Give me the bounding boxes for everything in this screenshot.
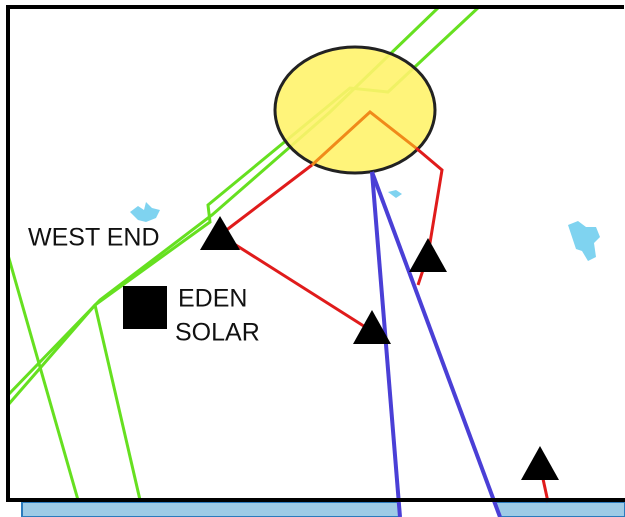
- label-eden: EDEN: [178, 285, 247, 313]
- callout-edge: [370, 171, 402, 517]
- substation: [200, 216, 240, 250]
- substation: [353, 310, 391, 344]
- label-solar: SOLAR: [175, 319, 260, 347]
- label-west-end: WEST END: [28, 224, 160, 252]
- substation: [521, 446, 559, 480]
- substation: [409, 238, 447, 272]
- water: [130, 202, 160, 222]
- orange-line: [310, 110, 417, 167]
- water: [568, 221, 600, 261]
- water: [388, 190, 402, 198]
- highlight-ellipse: [273, 45, 437, 175]
- green-line: [6, 254, 80, 501]
- bottom-strip: [21, 501, 625, 517]
- substations: [200, 216, 559, 480]
- red-line: [219, 233, 371, 332]
- frame: [6, 5, 624, 502]
- red-line: [219, 163, 313, 237]
- green-line: [93, 304, 142, 501]
- solar-plant: [123, 286, 167, 329]
- callout-edge: [370, 171, 502, 517]
